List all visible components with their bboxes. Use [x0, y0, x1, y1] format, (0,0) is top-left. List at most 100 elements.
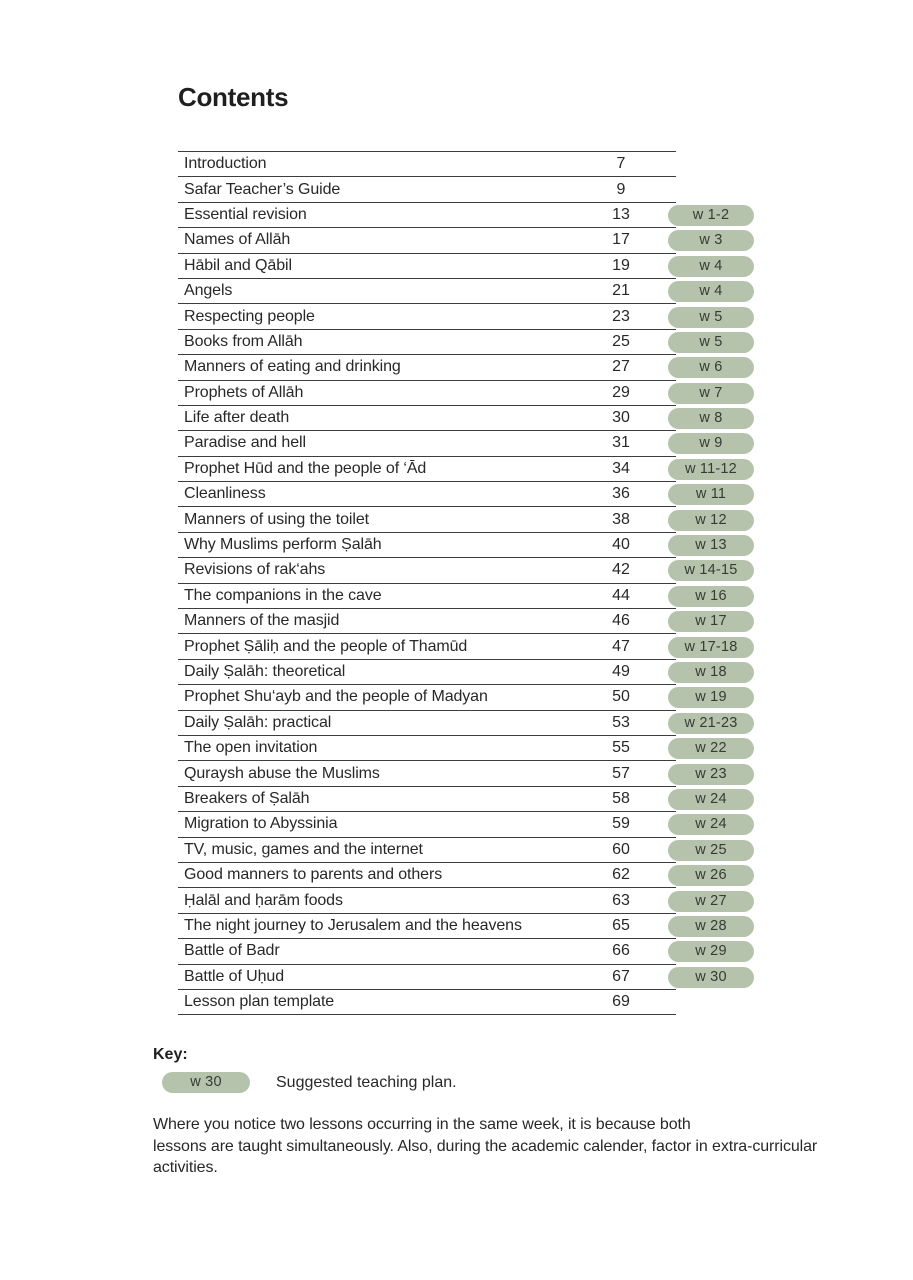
table-row: Daily Ṣalāh: practical 53 w 21-23 — [178, 711, 768, 736]
table-row: Paradise and hell 31 w 9 — [178, 431, 768, 457]
toc-entry-title: The companions in the cave — [184, 586, 382, 604]
week-badge: w 29 — [668, 941, 754, 963]
toc-entry-title: Prophets of Allāh — [184, 383, 304, 401]
key-section: Key: w 30 Suggested teaching plan. — [153, 1046, 457, 1093]
page-title: Contents — [178, 82, 289, 112]
table-row-main: Cleanliness 36 — [178, 482, 676, 508]
table-row-main: Life after death 30 — [178, 406, 676, 432]
week-badge: w 21-23 — [668, 712, 754, 734]
table-row-main: Introduction 7 — [178, 152, 676, 178]
toc-entry-page-number: 27 — [612, 358, 630, 376]
week-badge: w 3 — [668, 230, 754, 252]
toc-entry-page-number: 9 — [616, 180, 626, 198]
table-row: Quraysh abuse the Muslims 57 w 23 — [178, 761, 768, 787]
table-row: Hābil and Qābil 19 w 4 — [178, 254, 768, 279]
toc-entry-page-number: 38 — [612, 510, 630, 528]
toc-entry-page-number: 46 — [612, 612, 630, 630]
toc-entry-page-number: 44 — [612, 586, 630, 604]
toc-entry-page-number: 58 — [612, 789, 630, 807]
table-row-main: Hābil and Qābil 19 — [178, 254, 676, 279]
table-row-main: Breakers of Ṣalāh 58 — [178, 787, 676, 813]
week-badge: w 23 — [668, 763, 754, 785]
toc-entry-title: Life after death — [184, 409, 290, 427]
table-row: Essential revision 13 w 1-2 — [178, 203, 768, 229]
toc-entry-page-number: 34 — [612, 459, 630, 477]
table-row: Manners of using the toilet 38 w 12 — [178, 507, 768, 533]
table-row-main: Manners of the masjid 46 — [178, 609, 676, 635]
toc-entry-page-number: 40 — [612, 536, 630, 554]
table-row: The night journey to Jerusalem and the h… — [178, 914, 768, 940]
key-description: Suggested teaching plan. — [276, 1073, 457, 1091]
week-badge: w 9 — [668, 433, 754, 455]
table-row-main: The open invitation 55 — [178, 736, 676, 762]
table-row: Life after death 30 w 8 — [178, 406, 768, 432]
table-row-main: Migration to Abyssinia 59 — [178, 812, 676, 838]
toc-entry-title: Books from Allāh — [184, 332, 303, 350]
toc-entry-title: Daily Ṣalāh: practical — [184, 713, 332, 731]
week-badge: w 19 — [668, 687, 754, 709]
table-row: Books from Allāh 25 w 5 — [178, 330, 768, 356]
toc-entry-page-number: 65 — [612, 916, 630, 934]
table-row-main: Lesson plan template 69 — [178, 990, 676, 1016]
table-row-main: Essential revision 13 — [178, 203, 676, 229]
week-badge: w 6 — [668, 357, 754, 379]
table-row: Ḥalāl and ḥarām foods 63 w 27 — [178, 888, 768, 914]
toc-entry-title: Battle of Uḥud — [184, 967, 284, 985]
week-badge: w 8 — [668, 408, 754, 430]
toc-entry-title: Manners of eating and drinking — [184, 358, 401, 376]
table-row: Migration to Abyssinia 59 w 24 — [178, 812, 768, 838]
table-row: Prophet Ṣāliḥ and the people of Thamūd 4… — [178, 634, 768, 660]
week-badge: w 11-12 — [668, 458, 754, 480]
toc-entry-title: Introduction — [184, 155, 267, 173]
table-row-main: Prophet Hūd and the people of ‘Ād 34 — [178, 457, 676, 483]
table-row-main: Quraysh abuse the Muslims 57 — [178, 761, 676, 787]
toc-entry-page-number: 69 — [612, 993, 630, 1011]
week-badge: w 24 — [668, 788, 754, 810]
table-row: Angels 21 w 4 — [178, 279, 768, 305]
week-badge: w 17-18 — [668, 636, 754, 658]
week-badge: w 14-15 — [668, 560, 754, 582]
table-row: Respecting people 23 w 5 — [178, 304, 768, 330]
table-row-main: Prophet Shu‘ayb and the people of Madyan… — [178, 685, 676, 711]
week-badge: w 13 — [668, 535, 754, 557]
table-row: Prophets of Allāh 29 w 7 — [178, 381, 768, 406]
table-row-main: Prophet Ṣāliḥ and the people of Thamūd 4… — [178, 634, 676, 660]
table-row-main: Respecting people 23 — [178, 304, 676, 330]
table-row-main: Prophets of Allāh 29 — [178, 381, 676, 406]
table-row-main: Good manners to parents and others 62 — [178, 863, 676, 889]
table-row: The companions in the cave 44 w 16 — [178, 584, 768, 610]
table-row: Battle of Uḥud 67 w 30 — [178, 965, 768, 990]
table-row-main: Angels 21 — [178, 279, 676, 305]
toc-entry-page-number: 55 — [612, 739, 630, 757]
toc-entry-title: Battle of Badr — [184, 942, 280, 960]
table-top-rule — [178, 151, 676, 152]
week-badge: w 18 — [668, 662, 754, 683]
toc-entry-title: Lesson plan template — [184, 993, 335, 1011]
week-badge: w 5 — [668, 306, 754, 328]
table-row-main: Paradise and hell 31 — [178, 431, 676, 457]
week-badge: w 22 — [668, 738, 754, 760]
toc-entry-title: Essential revision — [184, 205, 307, 223]
table-row: Good manners to parents and others 62 w … — [178, 863, 768, 889]
toc-entry-page-number: 59 — [612, 815, 630, 833]
week-badge: w 17 — [668, 611, 754, 633]
key-label: Key: — [153, 1046, 188, 1063]
toc-entry-page-number: 17 — [612, 231, 630, 249]
footnote-paragraph: Where you notice two lessons occurring i… — [153, 1116, 818, 1177]
week-badge: w 4 — [668, 255, 754, 277]
toc-entry-page-number: 49 — [612, 663, 630, 680]
table-row: Revisions of rak‘ahs 42 w 14-15 — [178, 558, 768, 584]
table-row: Daily Ṣalāh: theoretical 49 w 18 — [178, 660, 768, 686]
toc-entry-title: Paradise and hell — [184, 434, 306, 452]
week-badge: w 11 — [668, 484, 754, 506]
week-badge: w 27 — [668, 890, 754, 912]
table-row: Manners of eating and drinking 27 w 6 — [178, 355, 768, 381]
week-badge: w 28 — [668, 915, 754, 937]
table-row-main: TV, music, games and the internet 60 — [178, 838, 676, 863]
toc-entry-page-number: 25 — [612, 332, 630, 350]
table-row: Prophet Hūd and the people of ‘Ād 34 w 1… — [178, 457, 768, 483]
toc-entry-page-number: 50 — [612, 688, 630, 706]
week-badge: w 16 — [668, 585, 754, 607]
toc-entry-page-number: 30 — [612, 409, 630, 427]
toc-entry-page-number: 21 — [612, 282, 630, 300]
